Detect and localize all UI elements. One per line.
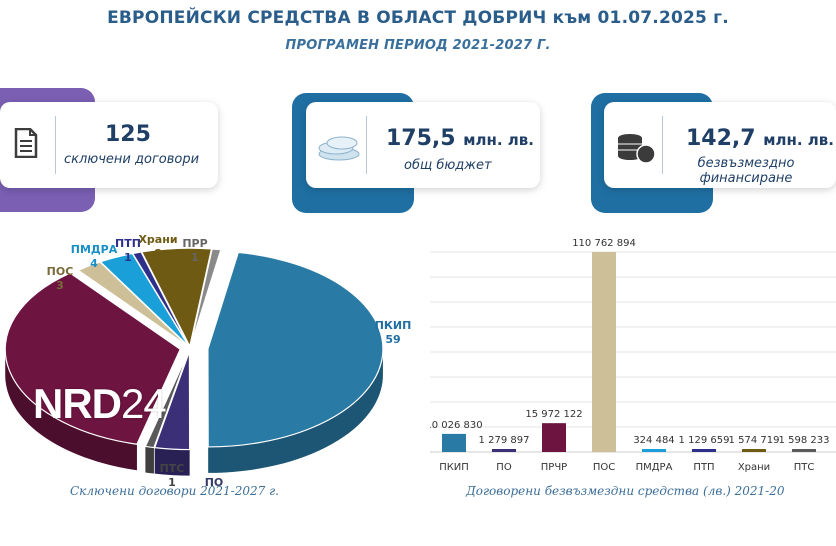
pie-value-ПРР: 1	[191, 251, 199, 264]
bar-ПТС	[792, 449, 816, 452]
bar-category-ПО: ПО	[496, 462, 512, 473]
pie-label-Храни: Храни	[138, 233, 177, 246]
budget-amount: 175,5	[386, 126, 456, 151]
bar-category-ПМДРА: ПМДРА	[636, 462, 673, 473]
grant-label: безвъзмездно финансиране	[697, 156, 795, 186]
pie-side-ПРЧР	[5, 349, 137, 471]
pie-side-ПКИП	[208, 348, 383, 473]
coins-icon	[616, 130, 656, 168]
grants-bar-chart: 10 026 830 ПКИП 1 279 897 ПО 15 972 122 ПРЧР 1…	[430, 238, 836, 473]
pie-slice-ПТП	[131, 251, 190, 347]
pie-value-ПОС: 3	[56, 279, 64, 292]
page-subtitle: ПРОГРАМЕН ПЕРИОД 2021-2027 Г.	[285, 38, 551, 53]
contracts-pie-chart: ПКИП59ПО4ПТС1ПОС3ПМДРА4ПТП1Храни8ПРР1	[4, 233, 412, 489]
bar-category-ПРЧР: ПРЧР	[541, 462, 567, 473]
pie-slice-ПРР	[189, 248, 222, 347]
pie-value-ПКИП: 59	[385, 333, 400, 346]
pie-slice-ПКИП	[207, 251, 384, 448]
pie-label-ПОС: ПОС	[47, 265, 74, 278]
stat-card-budget: 175,5 млн. лв. общ бюджет	[306, 102, 540, 188]
pie-label-ПКИП: ПКИП	[375, 319, 412, 332]
stat-card-contracts: 125 сключени договори	[0, 102, 218, 188]
pie-value-ПТП: 1	[124, 251, 132, 264]
pie-slice-Храни	[140, 247, 213, 348]
bar-category-ПОС: ПОС	[593, 462, 615, 473]
watermark-bold: NRD	[33, 380, 122, 427]
bar-value-ПМДРА: 324 484	[633, 435, 674, 446]
bar-value-ПРЧР: 15 972 122	[525, 409, 582, 420]
pie-label-ПО: ПО	[205, 476, 224, 489]
pie-slice-ПРЧР	[4, 272, 181, 445]
pie-side-ПО	[154, 447, 190, 476]
grant-amount: 142,7	[686, 126, 756, 151]
bar-value-ПОС: 110 762 894	[572, 238, 636, 249]
pie-side-ПТС	[145, 446, 154, 474]
pie-value-ПТС: 1	[168, 476, 176, 489]
pie-label-ПМДРА: ПМДРА	[71, 243, 118, 256]
bar-ПКИП	[442, 433, 466, 452]
bar-value-ПКИП: 10 026 830	[430, 420, 483, 431]
budget-label: общ бюджет	[404, 158, 492, 173]
stat-card-grant: 142,7 млн. лв. безвъзмездно финансиране	[604, 102, 836, 188]
pie-caption: Сключени договори 2021-2027 г.	[70, 484, 279, 498]
watermark-light: 24	[121, 380, 167, 427]
money-icon	[316, 134, 362, 166]
bar-Храни	[742, 449, 766, 452]
page-title: ЕВРОПЕЙСКИ СРЕДСТВА В ОБЛАСТ ДОБРИЧ към …	[107, 8, 729, 28]
card-separator	[55, 116, 56, 174]
pie-slice-ПТС	[144, 351, 190, 449]
bar-ПОС	[592, 252, 616, 452]
document-icon	[14, 127, 38, 162]
budget-value: 175,5 млн. лв.	[386, 126, 534, 151]
bar-caption: Договорени безвъзмездни средства (лв.) 2…	[466, 484, 785, 498]
bar-category-ПКИП: ПКИП	[439, 462, 469, 473]
bar-value-Храни: 1 574 719	[729, 435, 780, 446]
bar-category-Храни: Храни	[738, 462, 770, 473]
bar-value-ПО: 1 279 897	[479, 435, 530, 446]
grant-unit: млн. лв.	[763, 131, 834, 149]
bar-value-ПТП: 1 129 659	[679, 435, 730, 446]
grant-value: 142,7 млн. лв.	[686, 126, 834, 151]
pie-label-ПТС: ПТС	[160, 462, 185, 475]
bar-ПРЧР	[542, 423, 566, 452]
nrd24-watermark: NRD24	[33, 380, 167, 428]
pie-label-ПТП: ПТП	[115, 237, 141, 250]
bar-ПО	[492, 449, 516, 452]
pie-value-ПМДРА: 4	[90, 257, 98, 270]
bar-ПМДРА	[642, 449, 666, 452]
bar-category-ПТС: ПТС	[794, 462, 815, 473]
pie-label-ПРР: ПРР	[182, 237, 207, 250]
bar-category-ПТП: ПТП	[693, 462, 714, 473]
contracts-value: 125	[105, 122, 151, 147]
contracts-label: сключени договори	[64, 152, 200, 167]
pie-value-Храни: 8	[154, 247, 162, 260]
card-separator	[662, 116, 663, 174]
budget-unit: млн. лв.	[463, 131, 534, 149]
pie-slice-ПО	[153, 351, 191, 451]
bar-ПТП	[692, 449, 716, 452]
card-separator	[366, 116, 367, 174]
bar-value-ПТС: 1 598 233	[779, 435, 830, 446]
